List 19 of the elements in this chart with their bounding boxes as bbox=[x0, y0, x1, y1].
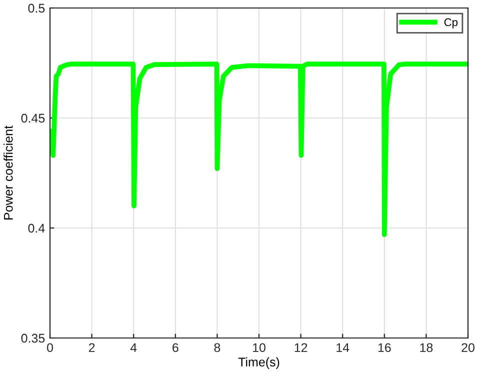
x-tick-label: 10 bbox=[253, 343, 266, 352]
y-tick-label: 0.45 bbox=[21, 114, 45, 123]
x-tick-label: 0 bbox=[47, 343, 53, 352]
x-tick-label: 20 bbox=[462, 343, 474, 352]
legend-label: Cp bbox=[444, 18, 458, 28]
x-tick-label: 18 bbox=[420, 343, 433, 352]
x-tick-label: 6 bbox=[172, 343, 178, 352]
y-tick-label: 0.35 bbox=[21, 334, 45, 343]
x-tick-label: 16 bbox=[378, 343, 391, 352]
x-tick-label: 12 bbox=[294, 343, 308, 352]
x-tick-label: 14 bbox=[336, 343, 350, 352]
x-tick-label: 8 bbox=[214, 343, 220, 352]
x-axis-title: Time(s) bbox=[238, 357, 280, 369]
x-tick-label: 4 bbox=[130, 343, 137, 352]
y-tick-label: 0.5 bbox=[28, 4, 45, 13]
line-series bbox=[50, 62, 468, 238]
y-axis-title: Power coefficient bbox=[4, 126, 13, 220]
x-tick-label: 2 bbox=[88, 343, 95, 352]
y-tick-label: 0.4 bbox=[28, 224, 45, 233]
